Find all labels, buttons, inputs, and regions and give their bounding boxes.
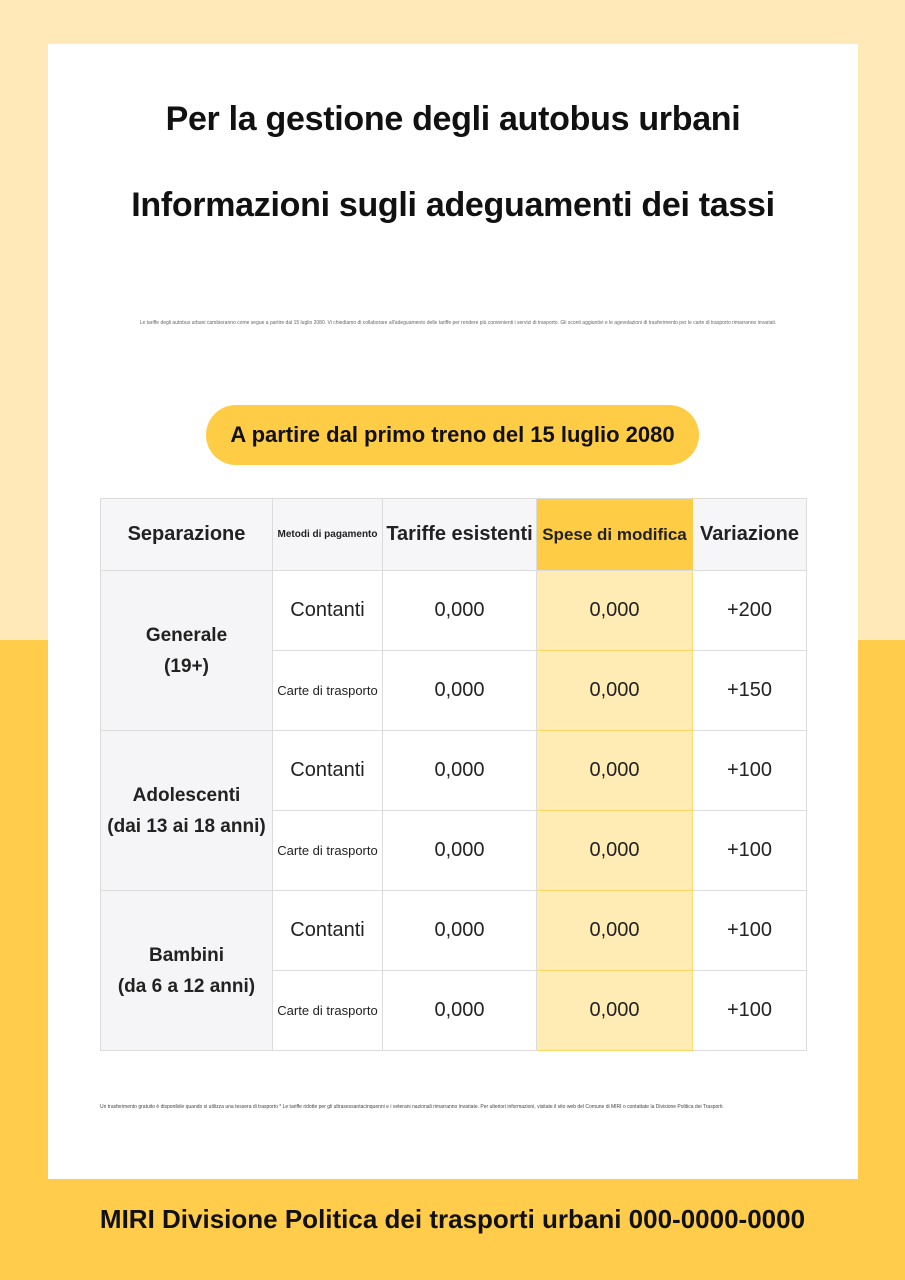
- method-cell: Carte di trasporto: [272, 650, 383, 731]
- table-header-row: Separazione Metodi di pagamento Tariffe …: [100, 498, 807, 571]
- footer-contact: MIRI Divisione Politica dei trasporti ur…: [99, 1204, 806, 1234]
- new-cell: 0,000: [536, 570, 693, 651]
- existing-cell: 0,000: [382, 730, 537, 811]
- table-row: Generale (19+) Contanti 0,000 0,000 +200: [100, 570, 807, 731]
- effective-date-pill: A partire dal primo treno del 15 luglio …: [206, 405, 699, 465]
- new-cell: 0,000: [536, 810, 693, 891]
- group-label-children: Bambini (da 6 a 12 anni): [100, 890, 273, 1051]
- new-cell: 0,000: [536, 970, 693, 1051]
- header-change: Variazione: [692, 498, 807, 571]
- group-label-line1: Generale: [145, 624, 228, 646]
- group-label-line1: Adolescenti: [132, 784, 241, 806]
- method-cell: Contanti: [272, 730, 383, 811]
- method-cell: Carte di trasporto: [272, 810, 383, 891]
- new-cell: 0,000: [536, 730, 693, 811]
- header-group: Separazione: [100, 498, 273, 571]
- new-cell: 0,000: [536, 650, 693, 731]
- change-cell: +100: [692, 970, 807, 1051]
- change-cell: +100: [692, 810, 807, 891]
- group-label-line1: Bambini: [149, 944, 224, 966]
- existing-cell: 0,000: [382, 650, 537, 731]
- existing-cell: 0,000: [382, 810, 537, 891]
- change-cell: +200: [692, 570, 807, 651]
- group-label-line2: (19+): [164, 655, 209, 677]
- group-label-teens: Adolescenti (dai 13 ai 18 anni): [100, 730, 273, 891]
- title-line-1: Per la gestione degli autobus urbani: [165, 100, 741, 138]
- header-new: Spese di modifica: [536, 498, 693, 571]
- method-cell: Contanti: [272, 570, 383, 651]
- notice-card: Per la gestione degli autobus urbani Inf…: [48, 44, 858, 1179]
- table-row: Bambini (da 6 a 12 anni) Contanti 0,000 …: [100, 890, 807, 1051]
- intro-text: Le tariffe degli autobus urbani cambiera…: [139, 320, 777, 326]
- footnote-text: Un trasferimento gratuito è disponibile …: [100, 1104, 724, 1110]
- table-row: Carte di trasporto 0,000 0,000 +150: [101, 650, 807, 731]
- group-label-general: Generale (19+): [100, 570, 273, 731]
- header-existing: Tariffe esistenti: [382, 498, 537, 571]
- existing-cell: 0,000: [382, 570, 537, 651]
- new-cell: 0,000: [536, 890, 693, 971]
- table-row: Carte di trasporto 0,000 0,000 +100: [101, 970, 807, 1051]
- group-label-line2: (da 6 a 12 anni): [117, 975, 256, 997]
- method-cell: Contanti: [272, 890, 383, 971]
- fare-table: Separazione Metodi di pagamento Tariffe …: [100, 498, 807, 1051]
- change-cell: +100: [692, 730, 807, 811]
- group-label-line2: (dai 13 ai 18 anni): [107, 815, 266, 837]
- table-row: Carte di trasporto 0,000 0,000 +100: [101, 810, 807, 891]
- table-row: Adolescenti (dai 13 ai 18 anni) Contanti…: [100, 730, 807, 891]
- existing-cell: 0,000: [382, 970, 537, 1051]
- header-method: Metodi di pagamento: [272, 498, 383, 571]
- existing-cell: 0,000: [382, 890, 537, 971]
- method-cell: Carte di trasporto: [272, 970, 383, 1051]
- change-cell: +150: [692, 650, 807, 731]
- title-line-2: Informazioni sugli adeguamenti dei tassi: [131, 186, 775, 224]
- change-cell: +100: [692, 890, 807, 971]
